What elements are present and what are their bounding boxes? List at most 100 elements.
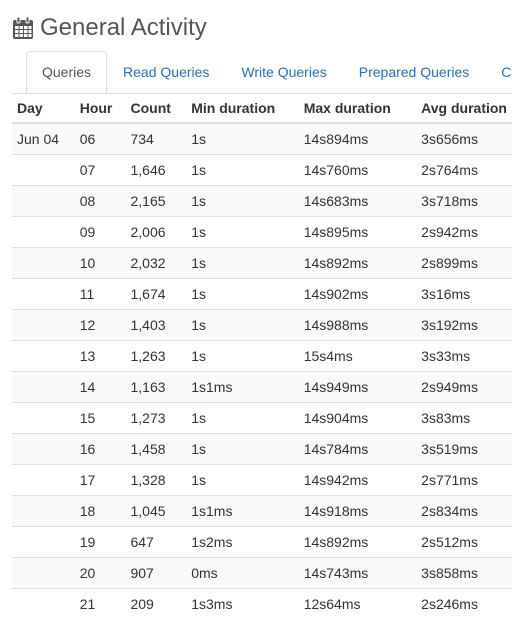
table-cell-max-duration: 14s988ms: [298, 308, 417, 340]
table-cell-hour: 18: [74, 494, 126, 526]
table-cell-max-duration: 14s760ms: [298, 153, 417, 185]
table-cell-max-duration: 12s64ms: [298, 587, 417, 619]
table-cell-max-duration: 14s784ms: [298, 432, 417, 464]
table-cell-avg-duration: 3s83ms: [416, 401, 512, 433]
column-header-hour[interactable]: Hour: [74, 93, 126, 124]
table-row: 10 2,032 1s 14s892ms 2s899ms: [12, 246, 512, 278]
table-cell-avg-duration: 2s512ms: [416, 525, 512, 557]
tab-read-queries[interactable]: Read Queries: [123, 64, 210, 80]
tab-prepared-queries[interactable]: Prepared Queries: [358, 64, 470, 80]
column-header-day[interactable]: Day: [12, 93, 75, 124]
table-cell-day: [12, 556, 75, 588]
table-cell-avg-duration: 2s834ms: [416, 494, 512, 526]
table-cell-day: [12, 525, 75, 557]
table-row: 08 2,165 1s 14s683ms 3s718ms: [12, 184, 512, 216]
table-cell-day: [12, 308, 75, 340]
table-cell-max-duration: 14s904ms: [298, 401, 417, 433]
table-cell-day: [12, 215, 75, 247]
tab-write-queries[interactable]: Write Queries: [241, 64, 327, 80]
table-cell-min-duration: 1s: [186, 463, 299, 495]
table-cell-count: 1,273: [125, 401, 187, 433]
table-row: 07 1,646 1s 14s760ms 2s764ms: [12, 153, 512, 185]
table-cell-hour: 06: [74, 122, 126, 154]
table-cell-day: [12, 370, 75, 402]
table-cell-hour: 09: [74, 215, 126, 247]
tab-c[interactable]: C: [501, 64, 512, 80]
table-cell-count: 2,032: [125, 246, 187, 278]
table-cell-hour: 21: [74, 587, 126, 619]
table-cell-count: 1,646: [125, 153, 187, 185]
column-header-max-duration[interactable]: Max duration: [298, 93, 417, 124]
table-cell-avg-duration: 3s656ms: [416, 122, 512, 154]
table-cell-count: 1,674: [125, 277, 187, 309]
table-row: 14 1,163 1s1ms 14s949ms 2s949ms: [12, 370, 512, 402]
table-cell-min-duration: 1s1ms: [186, 494, 299, 526]
column-header-min-duration[interactable]: Min duration: [186, 93, 299, 124]
table-cell-min-duration: 1s: [186, 308, 299, 340]
calendar-icon: [13, 16, 33, 39]
table-cell-count: 1,163: [125, 370, 187, 402]
table-cell-max-duration: 14s895ms: [298, 215, 417, 247]
table-cell-avg-duration: 3s718ms: [416, 184, 512, 216]
table-cell-count: 209: [125, 587, 187, 619]
table-cell-hour: 15: [74, 401, 126, 433]
table-cell-avg-duration: 2s949ms: [416, 370, 512, 402]
table-cell-max-duration: 14s902ms: [298, 277, 417, 309]
table-cell-hour: 10: [74, 246, 126, 278]
table-cell-min-duration: 1s: [186, 401, 299, 433]
table-row: 20 907 0ms 14s743ms 3s858ms: [12, 556, 512, 588]
table-cell-count: 907: [125, 556, 187, 588]
column-header-avg-duration[interactable]: Avg duration: [416, 93, 512, 124]
table-row: 16 1,458 1s 14s784ms 3s519ms: [12, 432, 512, 464]
table-cell-max-duration: 14s683ms: [298, 184, 417, 216]
table-cell-max-duration: 14s892ms: [298, 525, 417, 557]
table-cell-min-duration: 1s3ms: [186, 587, 299, 619]
table-cell-hour: 14: [74, 370, 126, 402]
table-cell-count: 734: [125, 122, 187, 154]
page-header: General Activity: [12, 14, 207, 42]
table-cell-count: 1,458: [125, 432, 187, 464]
table-cell-max-duration: 15s4ms: [298, 339, 417, 371]
table-cell-count: 2,006: [125, 215, 187, 247]
table-row: 09 2,006 1s 14s895ms 2s942ms: [12, 215, 512, 247]
table-cell-day: [12, 277, 75, 309]
table-cell-day: [12, 246, 75, 278]
table-cell-min-duration: 1s2ms: [186, 525, 299, 557]
tab-bar: Queries Read Queries Write Queries Prepared…: [12, 51, 512, 94]
table-row: Jun 04 06 734 1s 14s894ms 3s656ms: [12, 122, 512, 154]
table-row: 18 1,045 1s1ms 14s918ms 2s834ms: [12, 494, 512, 526]
table-cell-min-duration: 1s: [186, 339, 299, 371]
table-row: 21 209 1s3ms 12s64ms 2s246ms: [12, 587, 512, 619]
table-cell-min-duration: 1s: [186, 122, 299, 154]
table-cell-day: [12, 153, 75, 185]
table-cell-max-duration: 14s942ms: [298, 463, 417, 495]
table-cell-min-duration: 1s: [186, 184, 299, 216]
table-cell-max-duration: 14s918ms: [298, 494, 417, 526]
table-row: 12 1,403 1s 14s988ms 3s192ms: [12, 308, 512, 340]
table-row: 19 647 1s2ms 14s892ms 2s512ms: [12, 525, 512, 557]
table-cell-avg-duration: 2s942ms: [416, 215, 512, 247]
table-header-row: Day Hour Count Min duration Max duration Avg …: [12, 93, 512, 124]
table-cell-min-duration: 1s: [186, 277, 299, 309]
column-header-count[interactable]: Count: [125, 93, 187, 124]
table-cell-avg-duration: 3s519ms: [416, 432, 512, 464]
table-cell-avg-duration: 2s764ms: [416, 153, 512, 185]
table-cell-day: [12, 494, 75, 526]
table-cell-count: 1,263: [125, 339, 187, 371]
table-cell-day: [12, 339, 75, 371]
table-cell-avg-duration: 3s858ms: [416, 556, 512, 588]
table-cell-max-duration: 14s949ms: [298, 370, 417, 402]
table-cell-count: 1,045: [125, 494, 187, 526]
table-cell-day: [12, 432, 75, 464]
table-cell-max-duration: 14s892ms: [298, 246, 417, 278]
table-cell-hour: 12: [74, 308, 126, 340]
table-cell-hour: 13: [74, 339, 126, 371]
table-cell-avg-duration: 2s246ms: [416, 587, 512, 619]
table-cell-hour: 20: [74, 556, 126, 588]
table-cell-hour: 07: [74, 153, 126, 185]
page-title: General Activity: [40, 14, 207, 41]
table-cell-min-duration: 1s: [186, 246, 299, 278]
tab-queries[interactable]: Queries: [26, 51, 108, 93]
table-body: Jun 04 06 734 1s 14s894ms 3s656ms 07 1,646 1s 14s…: [12, 122, 512, 619]
table-cell-day: [12, 587, 75, 619]
